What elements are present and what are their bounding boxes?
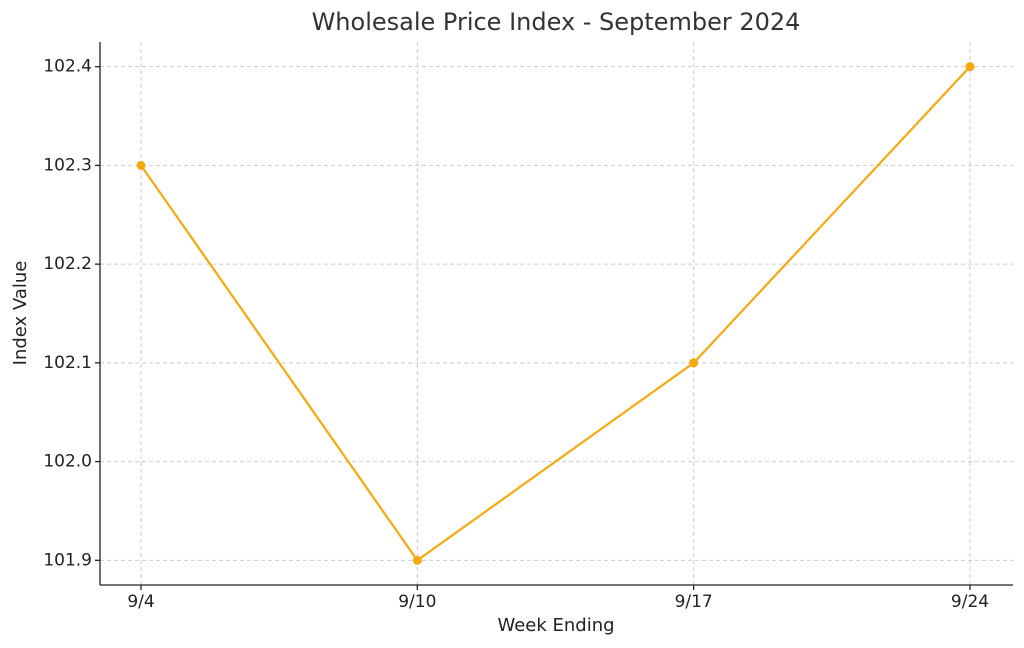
point [965,62,975,72]
y-axis-label: Index Value [10,261,31,366]
y-tick-label: 101.9 [43,550,92,570]
x-tick-label: 9/24 [951,592,989,612]
y-tick-label: 102.3 [43,155,92,175]
x-tick-label: 9/10 [398,592,436,612]
y-tick-label: 102.2 [43,254,92,274]
y-tick-label: 102.0 [43,452,92,472]
line [140,65,971,562]
y-tick-label: 102.1 [43,353,92,373]
y-tick-label: 102.4 [43,57,92,77]
point [412,555,422,565]
point [136,160,146,170]
x-axis-label: Week Ending [497,615,614,636]
point [689,358,699,368]
x-tick-label: 9/4 [127,592,154,612]
chart-title: Wholesale Price Index - September 2024 [312,8,801,36]
x-tick-label: 9/17 [675,592,713,612]
